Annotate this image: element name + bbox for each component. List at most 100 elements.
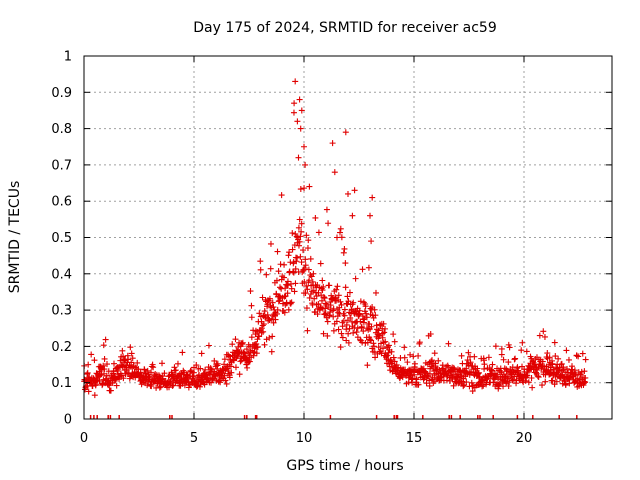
data-point bbox=[239, 341, 246, 348]
data-point bbox=[232, 336, 239, 343]
data-point bbox=[371, 306, 378, 313]
data-point bbox=[155, 372, 162, 379]
data-point bbox=[427, 331, 434, 338]
data-point bbox=[320, 294, 327, 301]
data-point bbox=[302, 161, 309, 168]
data-point bbox=[228, 369, 235, 376]
y-tick-label: 0.1 bbox=[51, 376, 72, 391]
data-point bbox=[295, 154, 302, 161]
data-point bbox=[247, 288, 254, 295]
data-point bbox=[312, 214, 319, 221]
data-point bbox=[148, 369, 155, 376]
data-point bbox=[256, 333, 263, 340]
data-point bbox=[565, 356, 572, 363]
data-point bbox=[290, 269, 297, 276]
data-point bbox=[339, 323, 346, 330]
data-point bbox=[196, 383, 203, 390]
data-point bbox=[347, 314, 354, 321]
data-point bbox=[338, 301, 345, 308]
data-point bbox=[320, 330, 327, 337]
data-point bbox=[534, 367, 541, 374]
data-point bbox=[401, 344, 408, 351]
data-point bbox=[539, 358, 546, 365]
data-point bbox=[544, 350, 551, 357]
data-point bbox=[294, 254, 301, 261]
data-point bbox=[364, 339, 371, 346]
data-point bbox=[405, 379, 412, 386]
data-point bbox=[226, 374, 233, 381]
data-point bbox=[572, 372, 579, 379]
data-point bbox=[290, 259, 297, 266]
data-point bbox=[241, 350, 248, 357]
data-point bbox=[84, 371, 91, 378]
data-point bbox=[563, 347, 570, 354]
data-point bbox=[297, 125, 304, 132]
data-point bbox=[489, 367, 496, 374]
data-point bbox=[559, 367, 566, 374]
data-point bbox=[542, 378, 549, 385]
data-point bbox=[445, 340, 452, 347]
data-point bbox=[420, 365, 427, 372]
data-point bbox=[193, 362, 200, 369]
data-point bbox=[364, 362, 371, 369]
data-point bbox=[431, 350, 438, 357]
data-point bbox=[317, 260, 324, 267]
data-point bbox=[266, 334, 273, 341]
data-point bbox=[534, 373, 541, 380]
data-point bbox=[415, 381, 422, 388]
y-tick-label: 0.3 bbox=[51, 304, 72, 319]
data-point bbox=[503, 380, 510, 387]
data-point bbox=[98, 366, 105, 373]
data-point bbox=[529, 384, 536, 391]
data-point bbox=[326, 282, 333, 289]
data-point bbox=[321, 295, 328, 302]
data-point bbox=[272, 316, 279, 323]
data-point bbox=[467, 359, 474, 366]
data-point bbox=[159, 360, 166, 367]
data-point bbox=[368, 238, 375, 245]
data-point bbox=[413, 375, 420, 382]
data-point bbox=[304, 327, 311, 334]
data-point bbox=[319, 287, 326, 294]
data-point bbox=[281, 293, 288, 300]
x-tick-label: 5 bbox=[190, 431, 198, 446]
data-point bbox=[208, 379, 215, 386]
data-point bbox=[135, 366, 142, 373]
data-point bbox=[382, 325, 389, 332]
data-point bbox=[284, 290, 291, 297]
data-point bbox=[179, 349, 186, 356]
data-point bbox=[354, 325, 361, 332]
data-point bbox=[214, 360, 221, 367]
data-point bbox=[91, 357, 98, 364]
data-point bbox=[266, 295, 273, 302]
data-point bbox=[337, 225, 344, 232]
data-point bbox=[100, 342, 107, 349]
data-point bbox=[320, 283, 327, 290]
data-point bbox=[291, 288, 298, 295]
data-point bbox=[144, 367, 151, 374]
data-point bbox=[202, 366, 209, 373]
data-point bbox=[275, 268, 282, 275]
data-point bbox=[535, 374, 542, 381]
data-point bbox=[134, 359, 141, 366]
data-point bbox=[161, 370, 168, 377]
data-point bbox=[289, 268, 296, 275]
data-point bbox=[329, 140, 336, 147]
x-tick-label: 10 bbox=[296, 431, 313, 446]
data-point bbox=[519, 339, 526, 346]
data-point bbox=[372, 354, 379, 361]
y-tick-label: 1 bbox=[64, 50, 72, 65]
data-point bbox=[344, 293, 351, 300]
data-point bbox=[511, 356, 518, 363]
data-point bbox=[101, 366, 108, 373]
data-point bbox=[337, 298, 344, 305]
data-point bbox=[318, 297, 325, 304]
data-point bbox=[256, 310, 263, 317]
data-point bbox=[546, 354, 553, 361]
data-point bbox=[248, 302, 255, 309]
data-point bbox=[525, 379, 532, 386]
data-point bbox=[119, 363, 126, 370]
data-point bbox=[458, 352, 465, 359]
data-point bbox=[169, 382, 176, 389]
data-point bbox=[331, 169, 338, 176]
